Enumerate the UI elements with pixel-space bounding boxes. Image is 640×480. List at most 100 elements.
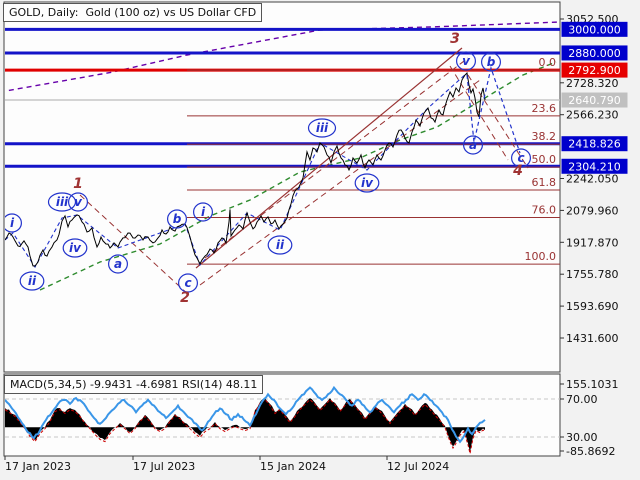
wave-label-v[interactable]: v [456,51,477,71]
wave-label-c[interactable]: c [178,273,199,293]
wave-letter: v [462,54,471,68]
channel-line-rising-1[interactable] [204,57,469,259]
wave-circle [456,51,477,71]
wave-circle [62,238,88,258]
wave-letter: b [173,212,182,226]
wave-label-c[interactable]: c [511,148,532,168]
fib-label-76.0: 76.0 [532,204,557,217]
wave-path-dashed[interactable] [5,72,468,269]
wave-letter: i [10,216,15,230]
wave-circle [354,173,380,193]
badge-bg [561,92,628,108]
price-tick-label: 1593.690 [566,300,619,313]
wave-letter: iv [69,241,82,255]
wave-number-4[interactable]: 4 [512,163,523,179]
badge-bg [561,136,628,152]
wave-label-b[interactable]: b [167,209,188,229]
date-label: 17 Jul 2023 [133,460,195,473]
wave-label-ii[interactable]: ii [267,235,293,255]
wave-label-a[interactable]: a [107,254,128,274]
badge-text: 2880.000 [568,47,621,60]
indicator-tick-label: 155.1031 [566,378,619,391]
wave-label-a[interactable]: a [463,135,484,155]
badge-bg [561,21,628,37]
macd-histogram [5,398,485,453]
price-badge-2640.790[interactable]: 2640.790 [561,92,628,108]
wave-number-1[interactable]: 1 [73,176,83,192]
date-label: 12 Jul 2024 [387,460,449,473]
badge-bg [561,158,628,174]
wave-label-iii[interactable]: iii [307,118,337,138]
wave-letter: a [114,257,122,271]
price-badge-2418.826[interactable]: 2418.826 [561,136,628,152]
main-pane [3,1,561,373]
wave-circle [167,209,188,229]
wave-circle [307,118,337,138]
badge-text: 2792.900 [568,64,621,77]
wave-letter: c [517,151,524,165]
wave-number-3[interactable]: 3 [450,31,460,47]
fib-label-23.6: 23.6 [532,102,557,115]
price-tick-label: 1917.870 [566,236,619,249]
fib-label-100.0: 100.0 [525,250,557,263]
wave-circle [267,235,293,255]
wave-letter: b [487,55,496,69]
badge-bg [561,62,628,78]
wave-letter: a [469,138,477,152]
wave-number-2[interactable]: 2 [180,290,190,306]
price-tick-label: 2566.230 [566,109,619,122]
wave-letter: ii [28,274,37,288]
wave-letter: iv [361,176,374,190]
wave-circle [107,254,128,274]
channel-line-rising-2[interactable] [199,79,481,286]
wave-label-ii[interactable]: ii [19,271,45,291]
wave-label-b[interactable]: b [481,52,502,72]
wave-letter: iii [316,121,329,135]
badge-text: 2304.210 [568,160,621,173]
wave-label-i[interactable]: i [3,213,22,233]
wave-letter: ii [276,238,285,252]
chart-title: GOLD, Daily: Gold (100 oz) vs US Dollar … [3,3,263,22]
badge-text: 2418.826 [568,138,621,151]
price-tick-label: 2728.320 [566,77,619,90]
fib-label-50.0: 50.0 [532,153,557,166]
wave-circle [67,192,88,212]
wave-circle [481,52,502,72]
price-badge-2304.210[interactable]: 2304.210 [561,158,628,174]
wave-circle [19,271,45,291]
price-badge-2792.900[interactable]: 2792.900 [561,62,628,78]
price-line [5,71,486,267]
fib-label-0.0: 0.0 [539,56,557,69]
price-tick-label: 2242.050 [566,172,619,185]
wave-projection-dashed[interactable] [466,65,521,154]
wave-label-iii[interactable]: iii [47,192,77,212]
price-badge-2880.000[interactable]: 2880.000 [561,45,628,61]
badge-text: 3000.000 [568,23,621,36]
rsi-line [5,385,486,444]
wave-label-v[interactable]: v [67,192,88,212]
channel-line-falling-2[interactable] [467,74,529,169]
fib-label-38.2: 38.2 [532,130,557,143]
wave-letter: c [184,276,191,290]
wave-circle [178,273,199,293]
wave-label-iv[interactable]: iv [62,238,88,258]
price-badge-3000.000[interactable]: 3000.000 [561,21,628,37]
price-tick-label: 1431.600 [566,332,619,345]
badge-bg [561,45,628,61]
wave-letter: i [201,205,206,219]
channel-line-falling-1[interactable] [79,194,191,297]
wave-circle [47,192,77,212]
wave-label-iv[interactable]: iv [354,173,380,193]
date-label: 17 Jan 2023 [5,460,71,473]
wave-label-i[interactable]: i [193,202,214,222]
date-label: 15 Jan 2024 [260,460,326,473]
wave-letter: iii [56,195,69,209]
badge-text: 2640.790 [568,94,621,107]
price-tick-label: 2079.960 [566,204,619,217]
indicator-tick-label: -85.8692 [566,445,615,458]
fib-label-61.8: 61.8 [532,176,557,189]
wave-circle [511,148,532,168]
wave-circle [5,213,22,233]
